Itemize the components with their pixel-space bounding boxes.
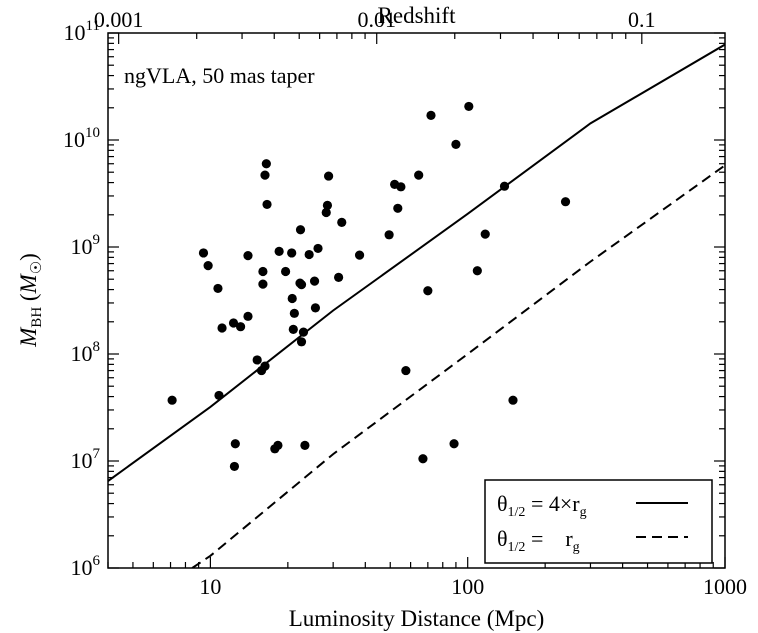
data-point bbox=[560, 197, 571, 207]
data-point bbox=[423, 286, 433, 296]
y-tick-label: 108 bbox=[71, 339, 101, 366]
x-tick-label: 10 bbox=[199, 574, 221, 599]
data-point bbox=[261, 159, 271, 169]
y-axis-title-main: M bbox=[16, 326, 41, 348]
data-point bbox=[213, 283, 223, 294]
data-point bbox=[258, 266, 268, 277]
data-point bbox=[313, 243, 323, 254]
y-axis-title-unit: M bbox=[16, 272, 41, 294]
legend: θ1/2 = 4×rg θ1/2 = rg bbox=[484, 479, 713, 564]
data-point bbox=[296, 280, 307, 290]
data-point bbox=[295, 225, 306, 235]
axis-ticks: 10 100 1000 0.001 0.01 0.1 106 107 108 109 1010 101… bbox=[63, 7, 747, 599]
data-point bbox=[203, 261, 213, 271]
data-point bbox=[322, 200, 333, 210]
data-point bbox=[243, 251, 253, 261]
data-point bbox=[300, 440, 310, 450]
data-point bbox=[298, 327, 309, 337]
data-point bbox=[472, 266, 482, 276]
data-point bbox=[321, 207, 331, 218]
annotation: ngVLA, 50 mas taper bbox=[124, 63, 315, 88]
data-point bbox=[235, 322, 246, 332]
data-point bbox=[262, 199, 272, 210]
data-point bbox=[288, 324, 298, 334]
data-point bbox=[296, 337, 307, 347]
data-point bbox=[228, 318, 239, 328]
data-point bbox=[426, 110, 436, 120]
y-tick-label: 107 bbox=[71, 446, 101, 473]
data-point bbox=[334, 272, 344, 282]
data-points bbox=[167, 101, 571, 472]
data-point bbox=[508, 395, 518, 405]
data-point bbox=[258, 279, 268, 289]
x2-tick-label: 0.001 bbox=[94, 7, 144, 32]
data-point bbox=[309, 276, 320, 286]
series-lines bbox=[108, 43, 725, 568]
plot-frame bbox=[107, 32, 726, 569]
y-tick-label: 106 bbox=[71, 553, 101, 580]
y-tick-label: 109 bbox=[71, 232, 101, 259]
data-point bbox=[480, 229, 490, 239]
series-line-dashed bbox=[191, 164, 725, 568]
data-point bbox=[289, 308, 299, 318]
data-point bbox=[214, 390, 224, 401]
data-point bbox=[304, 249, 314, 260]
y-axis-title: MBH (M☉) bbox=[16, 253, 45, 348]
data-point bbox=[449, 439, 459, 449]
x-tick-label: 100 bbox=[451, 574, 484, 599]
legend-box bbox=[484, 479, 713, 564]
data-point bbox=[393, 203, 403, 213]
data-point bbox=[280, 266, 291, 277]
y-axis-sun-symbol: ☉ bbox=[29, 261, 45, 274]
data-point bbox=[230, 439, 240, 449]
data-point bbox=[217, 323, 227, 333]
data-point bbox=[451, 139, 461, 149]
data-point bbox=[499, 181, 510, 191]
y-axis-title-close: ) bbox=[16, 253, 41, 261]
data-point bbox=[273, 440, 283, 450]
data-point bbox=[274, 246, 284, 256]
data-point bbox=[414, 170, 424, 180]
data-point bbox=[287, 248, 297, 258]
legend-label-dashed: θ1/2 = rg bbox=[497, 526, 580, 555]
data-point bbox=[384, 230, 394, 240]
data-point bbox=[260, 170, 270, 180]
data-point bbox=[401, 365, 411, 376]
y-axis-title-sub: BH bbox=[29, 307, 45, 328]
data-point bbox=[310, 303, 321, 313]
x2-tick-label: 0.01 bbox=[357, 7, 396, 32]
data-point bbox=[260, 361, 270, 371]
y-tick-label: 1010 bbox=[63, 125, 100, 152]
x2-tick-label: 0.1 bbox=[628, 7, 656, 32]
legend-label-solid: θ1/2 = 4×rg bbox=[497, 491, 587, 520]
data-point bbox=[198, 248, 209, 258]
y-tick-label: 1011 bbox=[64, 18, 100, 45]
y-axis-title-open: ( bbox=[16, 293, 41, 306]
data-point bbox=[287, 293, 297, 304]
data-point bbox=[243, 311, 253, 321]
data-point bbox=[167, 395, 177, 405]
data-point bbox=[229, 461, 240, 472]
data-point bbox=[354, 250, 365, 260]
data-point bbox=[337, 217, 347, 227]
series-line-solid bbox=[108, 43, 725, 482]
x-axis-title: Luminosity Distance (Mpc) bbox=[289, 606, 545, 631]
data-point bbox=[464, 101, 474, 112]
data-point bbox=[418, 454, 428, 464]
data-point bbox=[252, 355, 262, 365]
x-tick-label: 1000 bbox=[703, 574, 747, 599]
data-point bbox=[324, 171, 334, 181]
data-point bbox=[396, 182, 406, 192]
top-axis-title: Redshift bbox=[378, 3, 457, 28]
